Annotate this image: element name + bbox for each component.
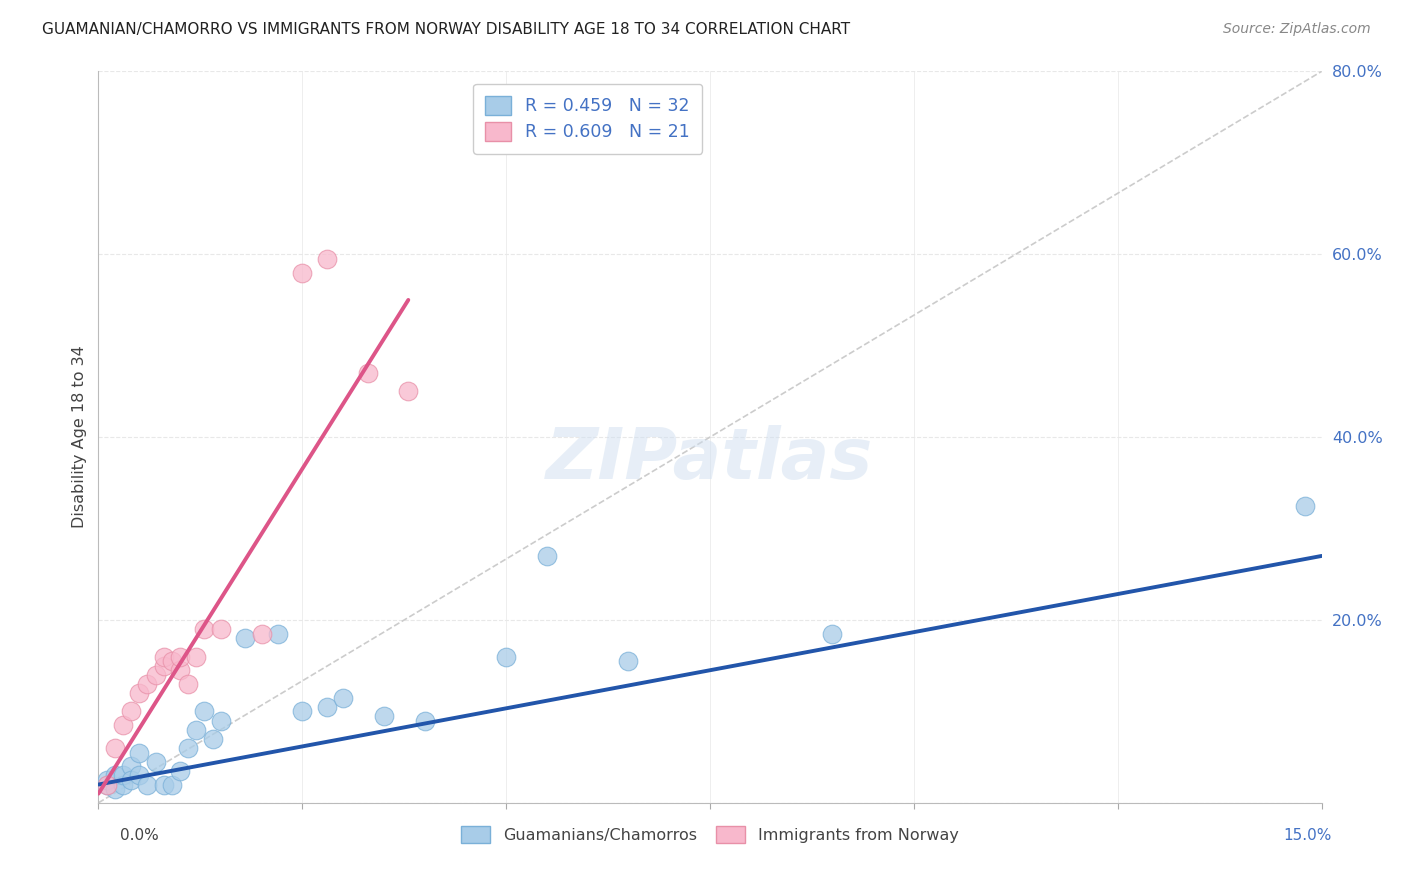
Point	[104, 768, 127, 782]
Point	[193, 705, 215, 719]
Point	[136, 778, 159, 792]
Point	[152, 649, 174, 664]
Point	[315, 252, 337, 266]
Text: Source: ZipAtlas.com: Source: ZipAtlas.com	[1223, 22, 1371, 37]
Point	[160, 778, 183, 792]
Point	[120, 772, 142, 787]
Point	[332, 690, 354, 705]
Point	[111, 778, 134, 792]
Point	[209, 714, 232, 728]
Y-axis label: Disability Age 18 to 34: Disability Age 18 to 34	[72, 346, 87, 528]
Point	[267, 626, 290, 640]
Point	[120, 705, 142, 719]
Point	[128, 768, 150, 782]
Point	[145, 667, 167, 681]
Point	[315, 699, 337, 714]
Point	[233, 632, 256, 646]
Legend: Guamanians/Chamorros, Immigrants from Norway: Guamanians/Chamorros, Immigrants from No…	[456, 820, 965, 850]
Point	[413, 714, 436, 728]
Point	[136, 677, 159, 691]
Point	[617, 654, 640, 668]
Point	[373, 709, 395, 723]
Point	[120, 759, 142, 773]
Point	[169, 663, 191, 677]
Point	[177, 677, 200, 691]
Point	[96, 772, 118, 787]
Point	[536, 549, 558, 563]
Point	[152, 658, 174, 673]
Point	[152, 778, 174, 792]
Point	[186, 723, 208, 737]
Point	[396, 384, 419, 399]
Point	[145, 755, 167, 769]
Point	[186, 649, 208, 664]
Point	[96, 778, 118, 792]
Point	[291, 266, 314, 280]
Point	[104, 782, 127, 797]
Point	[104, 740, 127, 755]
Text: ZIPatlas: ZIPatlas	[547, 425, 873, 493]
Text: 0.0%: 0.0%	[120, 828, 159, 843]
Point	[169, 764, 191, 778]
Point	[177, 740, 200, 755]
Text: 15.0%: 15.0%	[1284, 828, 1331, 843]
Text: GUAMANIAN/CHAMORRO VS IMMIGRANTS FROM NORWAY DISABILITY AGE 18 TO 34 CORRELATION: GUAMANIAN/CHAMORRO VS IMMIGRANTS FROM NO…	[42, 22, 851, 37]
Point	[250, 626, 273, 640]
Point	[1294, 499, 1316, 513]
Point	[128, 686, 150, 700]
Point	[495, 649, 517, 664]
Point	[209, 622, 232, 636]
Point	[291, 705, 314, 719]
Point	[201, 731, 224, 746]
Point	[169, 649, 191, 664]
Point	[111, 718, 134, 732]
Point	[128, 746, 150, 760]
Point	[111, 768, 134, 782]
Point	[193, 622, 215, 636]
Point	[160, 654, 183, 668]
Point	[821, 626, 844, 640]
Point	[356, 366, 378, 380]
Point	[96, 778, 118, 792]
